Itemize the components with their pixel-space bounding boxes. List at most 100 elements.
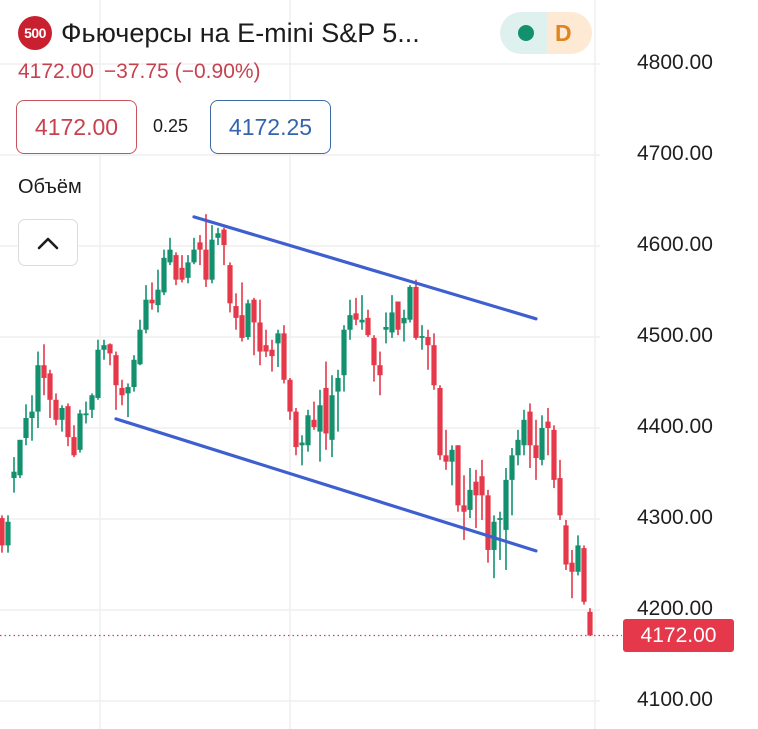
candle bbox=[311, 401, 317, 430]
candle bbox=[191, 237, 197, 265]
collapse-indicators-button[interactable] bbox=[18, 219, 78, 266]
candle bbox=[431, 333, 437, 390]
last-price: 4172.00 bbox=[18, 60, 94, 83]
candle bbox=[233, 293, 239, 330]
candle bbox=[101, 339, 107, 360]
candle bbox=[449, 445, 455, 486]
candle bbox=[335, 369, 341, 432]
candle bbox=[305, 409, 311, 452]
candle bbox=[293, 407, 299, 456]
candle bbox=[485, 489, 491, 563]
candle bbox=[545, 407, 551, 456]
price-change-percent: (−0.90%) bbox=[174, 60, 261, 83]
price-axis-label: 4700.00 bbox=[637, 142, 713, 165]
candle bbox=[287, 377, 293, 420]
candle bbox=[89, 393, 95, 418]
candle bbox=[359, 295, 365, 330]
candle bbox=[167, 237, 173, 266]
spread-value: 0.25 bbox=[153, 116, 189, 136]
candle bbox=[107, 343, 113, 366]
candle bbox=[77, 409, 83, 453]
candle bbox=[53, 393, 59, 426]
candle bbox=[365, 309, 371, 337]
candle bbox=[389, 295, 395, 338]
candle bbox=[467, 468, 473, 519]
candle bbox=[65, 403, 71, 447]
instrument-title[interactable]: Фьючерсы на E-mini S&P 5... bbox=[61, 17, 420, 48]
candle bbox=[257, 299, 263, 366]
interval-badge: D bbox=[547, 12, 592, 54]
candle bbox=[125, 383, 131, 418]
symbol-logo-icon: 500 bbox=[18, 16, 52, 50]
candle bbox=[173, 252, 179, 286]
market-status-pill[interactable]: D bbox=[500, 12, 592, 54]
candle bbox=[347, 299, 353, 340]
candle bbox=[479, 459, 485, 520]
candle bbox=[275, 329, 281, 368]
chevron-up-icon bbox=[37, 237, 59, 249]
price-summary: 4172.00 −37.75 (−0.90%) bbox=[18, 60, 271, 84]
candle bbox=[437, 385, 443, 460]
candle bbox=[353, 297, 359, 326]
price-axis-label: 4400.00 bbox=[637, 415, 713, 438]
candle bbox=[0, 515, 5, 553]
candle bbox=[497, 511, 503, 560]
candle bbox=[491, 515, 497, 579]
candle bbox=[269, 339, 275, 372]
candle bbox=[35, 351, 41, 428]
candle bbox=[323, 361, 329, 450]
instrument-header: 500 Фьючерсы на E-mini S&P 5... bbox=[18, 16, 420, 50]
candle bbox=[509, 448, 515, 516]
candle bbox=[137, 319, 143, 366]
candle bbox=[341, 325, 347, 392]
candle bbox=[185, 255, 191, 284]
candle bbox=[581, 545, 587, 605]
candle bbox=[17, 439, 23, 479]
buy-ask-button[interactable]: 4172.25 bbox=[210, 100, 331, 154]
candle bbox=[251, 297, 257, 356]
market-open-indicator bbox=[500, 12, 547, 54]
candle bbox=[371, 335, 377, 382]
candle bbox=[227, 262, 233, 313]
candle bbox=[317, 389, 323, 462]
price-axis-label: 4100.00 bbox=[637, 688, 713, 711]
candle bbox=[413, 279, 419, 340]
candle bbox=[539, 415, 545, 466]
candle bbox=[23, 404, 29, 446]
candle bbox=[329, 375, 335, 458]
candle bbox=[119, 379, 125, 406]
candle bbox=[11, 457, 17, 493]
candle bbox=[215, 227, 221, 246]
candle bbox=[239, 282, 245, 342]
candle bbox=[95, 339, 101, 400]
candle bbox=[59, 405, 65, 432]
candle bbox=[503, 468, 509, 570]
trendlines[interactable] bbox=[114, 215, 538, 553]
sell-bid-button[interactable]: 4172.00 bbox=[16, 100, 137, 154]
candle bbox=[377, 351, 383, 396]
candle bbox=[83, 401, 89, 424]
candle bbox=[563, 519, 569, 570]
price-axis-label: 4600.00 bbox=[637, 233, 713, 256]
candle bbox=[245, 299, 251, 340]
price-axis-label: 4800.00 bbox=[637, 51, 713, 74]
candle bbox=[155, 269, 161, 313]
candle bbox=[113, 351, 119, 410]
candle bbox=[263, 329, 269, 358]
lower-channel-trendline[interactable] bbox=[114, 417, 538, 553]
candle bbox=[407, 285, 413, 323]
market-open-dot-icon bbox=[517, 25, 534, 41]
candle bbox=[443, 429, 449, 470]
upper-channel-trendline[interactable] bbox=[192, 215, 538, 321]
price-axis-label: 4500.00 bbox=[637, 324, 713, 347]
candle bbox=[299, 435, 305, 466]
candle bbox=[29, 395, 35, 441]
candle bbox=[47, 369, 53, 418]
candle bbox=[425, 329, 431, 370]
price-axis-label: 4200.00 bbox=[637, 597, 713, 620]
candle bbox=[197, 235, 203, 266]
candle bbox=[161, 249, 167, 296]
candle bbox=[569, 549, 575, 599]
candle bbox=[131, 355, 137, 392]
